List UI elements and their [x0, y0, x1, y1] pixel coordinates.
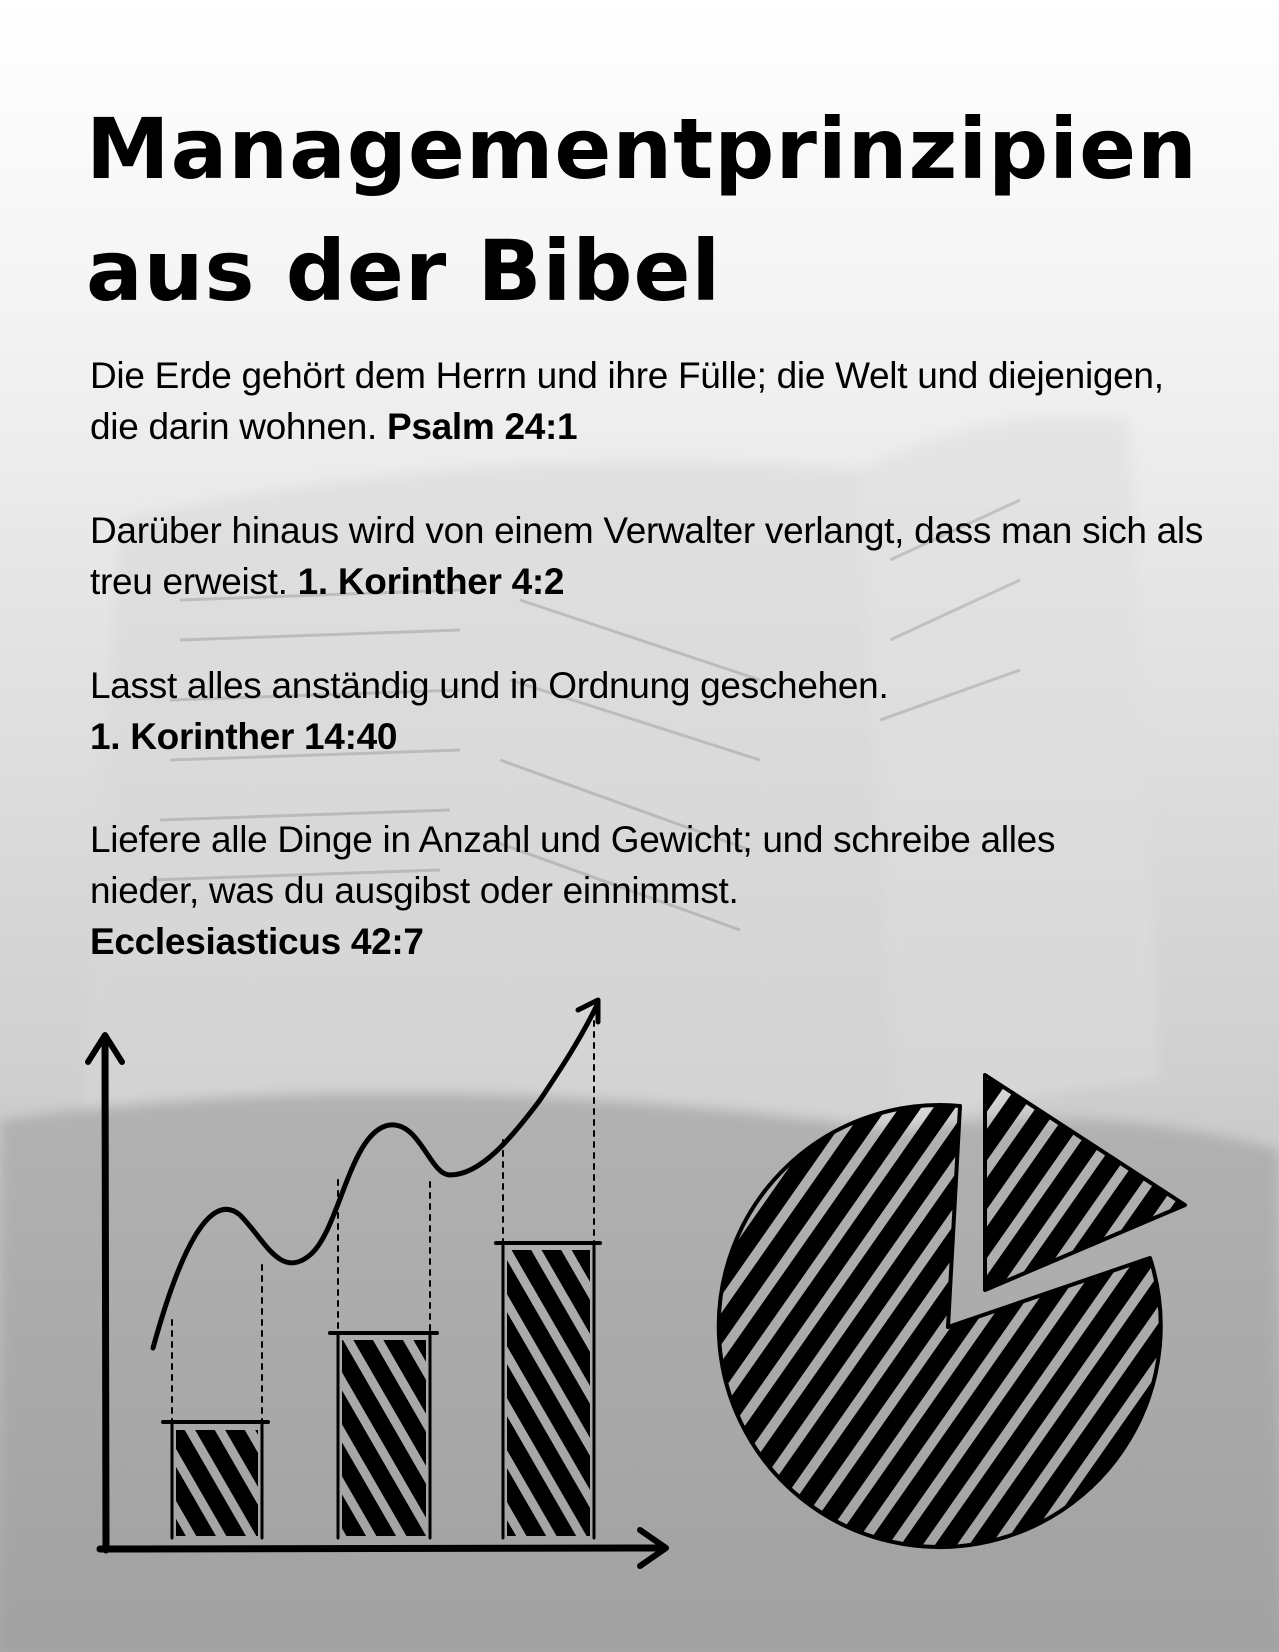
verse-3: Lasst alles anständig und in Ordnung ges… [90, 660, 1090, 762]
pie-chart-icon [716, 1073, 1187, 1550]
bar-3 [494, 1241, 602, 1540]
page-title: Managementprinzipien aus der Bibel [86, 88, 1266, 332]
title-line-2: aus der Bibel [86, 222, 722, 320]
bar-1 [161, 1420, 270, 1540]
trend-line [150, 1002, 600, 1351]
verse-reference: 1. Korinther 4:2 [297, 561, 565, 602]
verse-text: Lasst alles anständig und in Ordnung ges… [90, 665, 889, 706]
pie-main [716, 1103, 1163, 1550]
y-axis-arrow-icon [85, 1032, 125, 1065]
verse-1: Die Erde gehört dem Herrn und ihre Fülle… [90, 350, 1210, 452]
y-axis [101, 1036, 110, 1554]
verse-2: Darüber hinaus wird von einem Verwalter … [90, 505, 1210, 607]
verse-reference: Psalm 24:1 [386, 406, 578, 447]
verse-text: Die Erde gehört dem Herrn und ihre Fülle… [90, 355, 1164, 447]
pie-exploded-slice [983, 1073, 1187, 1292]
x-axis-arrow-icon [637, 1527, 669, 1569]
verse-text: Darüber hinaus wird von einem Verwalter … [90, 510, 1204, 602]
trend-arrow-icon [575, 997, 601, 1025]
verse-text: Liefere alle Dinge in Anzahl und Gewicht… [90, 819, 1056, 911]
verse-4: Liefere alle Dinge in Anzahl und Gewicht… [90, 814, 1150, 967]
title-line-1: Managementprinzipien [86, 100, 1198, 198]
x-axis [96, 1544, 668, 1553]
bar-2 [328, 1331, 439, 1540]
growth-chart-icon [85, 997, 669, 1569]
verse-reference: 1. Korinther 14:40 [90, 716, 398, 757]
verse-reference: Ecclesiasticus 42:7 [90, 921, 424, 962]
